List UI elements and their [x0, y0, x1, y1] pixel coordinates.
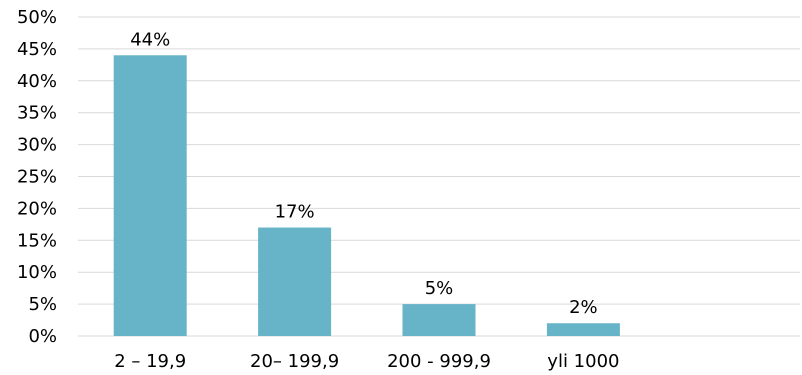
data-label: 17% — [275, 202, 315, 223]
y-tick-label: 30% — [17, 135, 57, 156]
y-tick-label: 0% — [28, 326, 57, 347]
data-label: 5% — [425, 278, 454, 299]
y-tick-label: 45% — [17, 39, 57, 60]
bar — [546, 323, 620, 336]
data-labels: 44% 17% 5% 2% — [130, 29, 597, 318]
x-category-label: 2 – 19,9 — [114, 351, 186, 372]
y-tick-label: 25% — [17, 167, 57, 188]
x-axis-category-labels: 2 – 19,9 20– 199,9 200 - 999,9 yli 1000 — [114, 351, 619, 372]
y-tick-label: 15% — [17, 230, 57, 251]
data-label: 2% — [569, 297, 598, 318]
gridlines — [78, 16, 800, 337]
y-tick-label: 35% — [17, 103, 57, 124]
y-tick-label: 40% — [17, 71, 57, 92]
x-category-label: 200 - 999,9 — [387, 351, 491, 372]
y-axis-tick-labels: 0% 5% 10% 15% 20% 25% 30% 35% 40% 45% 50% — [17, 7, 57, 347]
x-category-label: 20– 199,9 — [250, 351, 339, 372]
bar — [402, 304, 476, 336]
bar — [113, 55, 187, 336]
x-category-label: yli 1000 — [547, 351, 619, 372]
y-tick-label: 5% — [28, 294, 57, 315]
y-tick-label: 50% — [17, 7, 57, 28]
y-tick-label: 20% — [17, 198, 57, 219]
y-tick-label: 10% — [17, 262, 57, 283]
bars — [113, 55, 620, 336]
data-label: 44% — [130, 29, 170, 50]
bar — [258, 227, 332, 336]
